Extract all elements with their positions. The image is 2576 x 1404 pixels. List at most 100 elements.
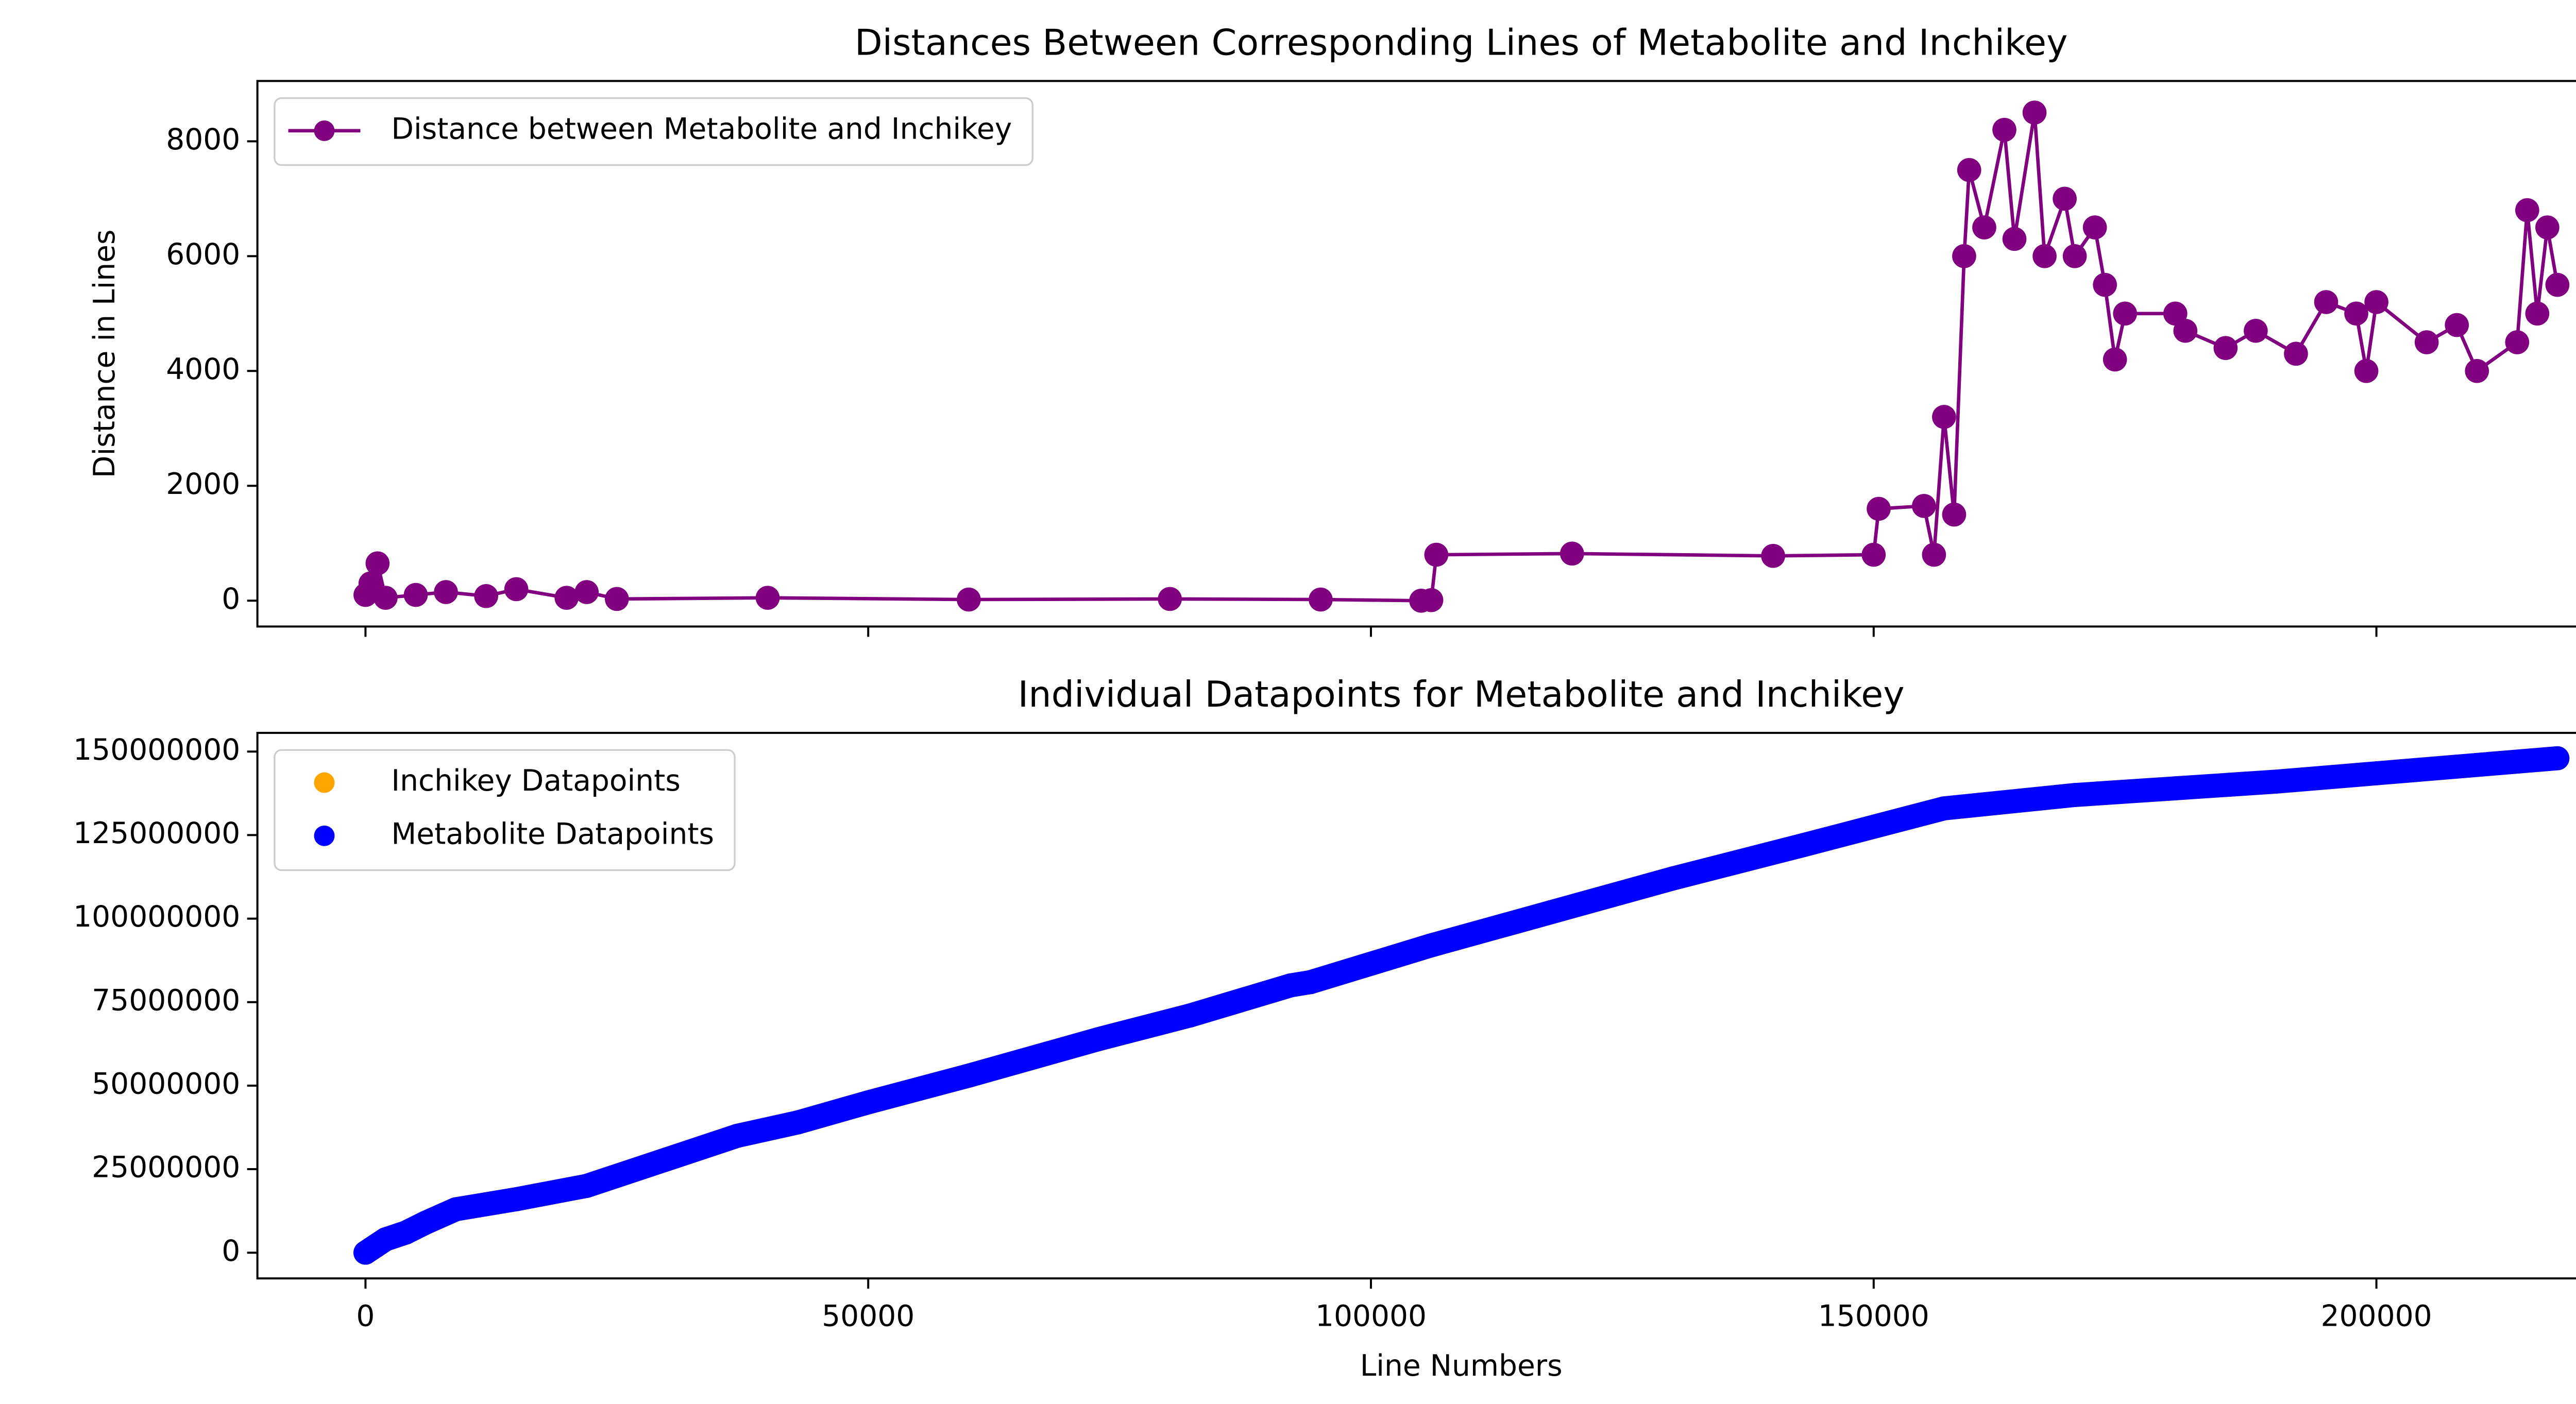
data-point [957,1064,981,1088]
data-point [2445,313,2469,337]
y-tick-label: 150000000 [73,733,240,767]
data-point [2364,290,2388,314]
y-tick-label: 6000 [166,237,240,271]
data-point [1087,1026,1112,1051]
legend-label: Inchikey Datapoints [391,764,680,798]
legend: Inchikey Datapoints Metabolite Datapoints [274,749,736,871]
data-point [1419,588,1444,612]
data-point [1942,502,1967,527]
data-point [1158,587,1182,611]
data-point [2525,301,2550,326]
y-axis-label: Distance in Lines [88,230,122,478]
legend: Distance between Metabolite and Inchikey [274,97,1033,166]
data-point [2314,290,2338,314]
data-point [2284,341,2308,366]
y-tick-label: 4000 [166,352,240,386]
y-tick-label: 8000 [166,123,240,157]
data-point [365,551,390,576]
x-tick-label: 100000 [1315,1299,1427,1333]
y-tick-label: 0 [222,582,240,616]
data-point [2414,330,2439,354]
data-point [2465,752,2489,777]
data-point [1309,587,1333,612]
data-point [1922,542,1946,567]
data-point [2535,215,2560,239]
x-tick-label: 50000 [822,1299,914,1333]
data-point [1952,244,1976,268]
data-point [2163,776,2188,800]
legend-marker [314,772,335,793]
y-tick-label: 0 [222,1234,240,1268]
data-point [2264,769,2288,794]
legend-frame [274,97,1033,166]
data-point [1761,543,1785,568]
y-tick-label: 25000000 [92,1151,240,1185]
data-point [1932,405,1956,429]
chart-title: Distances Between Corresponding Lines of… [855,22,2068,63]
data-point [2505,330,2530,354]
data-point [2364,761,2388,785]
data-point [2213,336,2238,361]
data-point [1424,542,1449,567]
data-point [1992,117,2016,142]
x-tick-label: 150000 [1818,1299,1929,1333]
data-point [374,586,398,610]
x-axis-label: Line Numbers [1360,1349,1563,1383]
data-point [1972,215,1996,239]
y-tick-label: 125000000 [73,816,240,850]
data-point [2354,358,2379,383]
data-point [2022,100,2047,125]
data-point [1861,542,1886,567]
data-point [414,1210,438,1235]
data-point [1298,970,1323,995]
data-point [2053,186,2077,211]
legend-label: Metabolite Datapoints [391,817,714,851]
data-point [504,577,529,602]
data-point [2032,244,2057,268]
data-point [2113,301,2137,326]
data-point [1560,541,1584,566]
data-point [755,586,780,610]
data-point [2093,272,2117,297]
data-point [2002,227,2027,251]
legend-marker [314,120,335,141]
data-point [2082,215,2107,239]
y-tick-label: 50000000 [92,1067,240,1101]
legend-label: Distance between Metabolite and Inchikey [391,112,1012,146]
data-point [1660,866,1685,891]
data-point [2062,783,2087,807]
data-point [2465,358,2489,383]
data-point [1932,796,1956,820]
legend-marker [314,825,335,846]
data-point [574,1174,599,1198]
data-point [2062,244,2087,268]
y-tick-label: 2000 [166,467,240,501]
axes-frame [256,80,2576,628]
chart-title: Individual Datapoints for Metabolite and… [1018,674,1905,715]
data-point [725,1123,750,1148]
data-point [474,584,498,608]
data-point [374,1227,398,1252]
plot-area [257,81,2576,627]
data-point [1957,158,1981,182]
x-tick-label: 0 [356,1299,375,1333]
data-point [1867,496,1891,521]
data-point [1419,933,1444,957]
y-tick-label: 100000000 [73,900,240,934]
data-point [434,580,458,604]
data-point [2244,318,2268,343]
x-tick-label: 200000 [2321,1299,2432,1333]
data-point [358,571,383,596]
data-point [1278,973,1303,998]
data-point [554,586,579,610]
data-point [1178,1003,1202,1028]
series-band [353,746,2570,1265]
data-point [2344,301,2368,326]
data-point [604,587,629,611]
data-point [655,1147,680,1171]
data-point [403,583,428,607]
data-point [856,1090,880,1115]
data-point [786,1110,810,1135]
